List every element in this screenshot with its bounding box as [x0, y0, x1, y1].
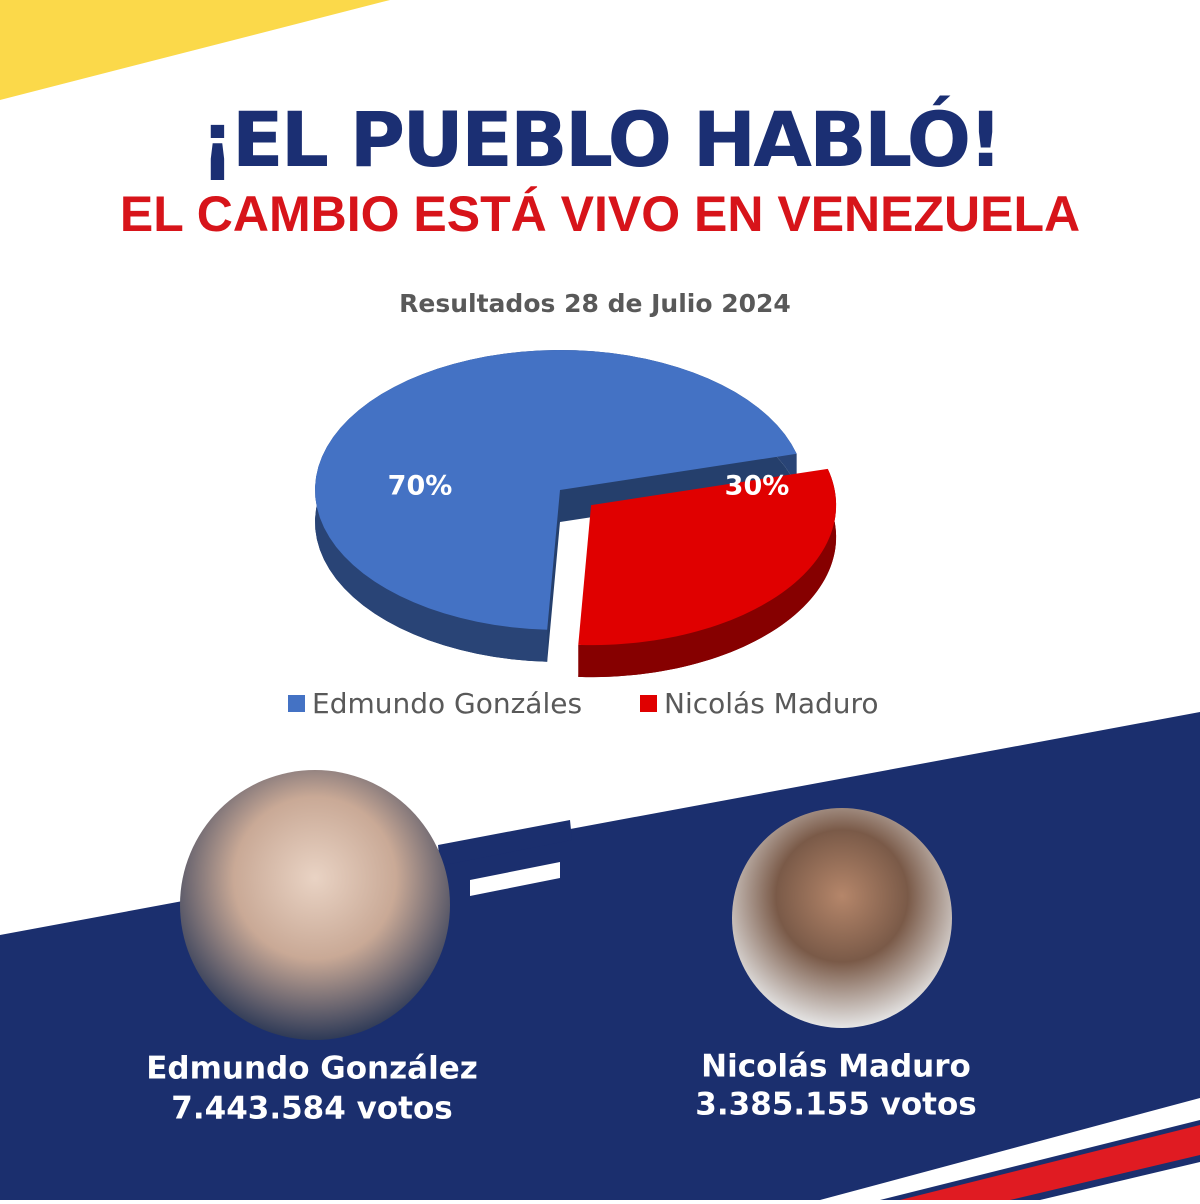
- legend-swatch: [640, 695, 657, 712]
- legend-label: Edmundo Gonzáles: [312, 687, 582, 720]
- candidate-photo: [732, 808, 952, 1028]
- slice: [315, 350, 797, 630]
- candidate-votes: 7.443.584 votos: [171, 1091, 452, 1127]
- navy-dash: [438, 820, 572, 866]
- value-label: 30%: [725, 471, 790, 502]
- pie-chart: 70% 30%: [315, 350, 837, 678]
- white-stripe: [1040, 1162, 1200, 1200]
- red-stripe: [900, 1125, 1200, 1200]
- slice: [578, 468, 837, 646]
- white-dash: [470, 862, 560, 896]
- legend-swatch: [288, 695, 305, 712]
- chart-title: Resultados 28 de Julio 2024: [399, 289, 791, 318]
- white-stripe: [820, 1098, 1200, 1200]
- slice-side: [578, 468, 837, 678]
- value-label: 70%: [388, 471, 453, 502]
- title: ¡EL PUEBLO HABLÓ!: [200, 94, 1000, 184]
- candidate-name: Nicolás Maduro: [701, 1049, 971, 1085]
- legend: Edmundo Gonzáles Nicolás Maduro: [288, 687, 879, 720]
- candidate-name: Edmundo González: [146, 1051, 478, 1087]
- subtitle: EL CAMBIO ESTÁ VIVO EN VENEZUELA: [120, 186, 1080, 242]
- legend-label: Nicolás Maduro: [664, 687, 879, 720]
- yellow-corner: [0, 0, 390, 100]
- candidate-votes: 3.385.155 votos: [695, 1087, 976, 1123]
- candidate-photo: [180, 770, 450, 1040]
